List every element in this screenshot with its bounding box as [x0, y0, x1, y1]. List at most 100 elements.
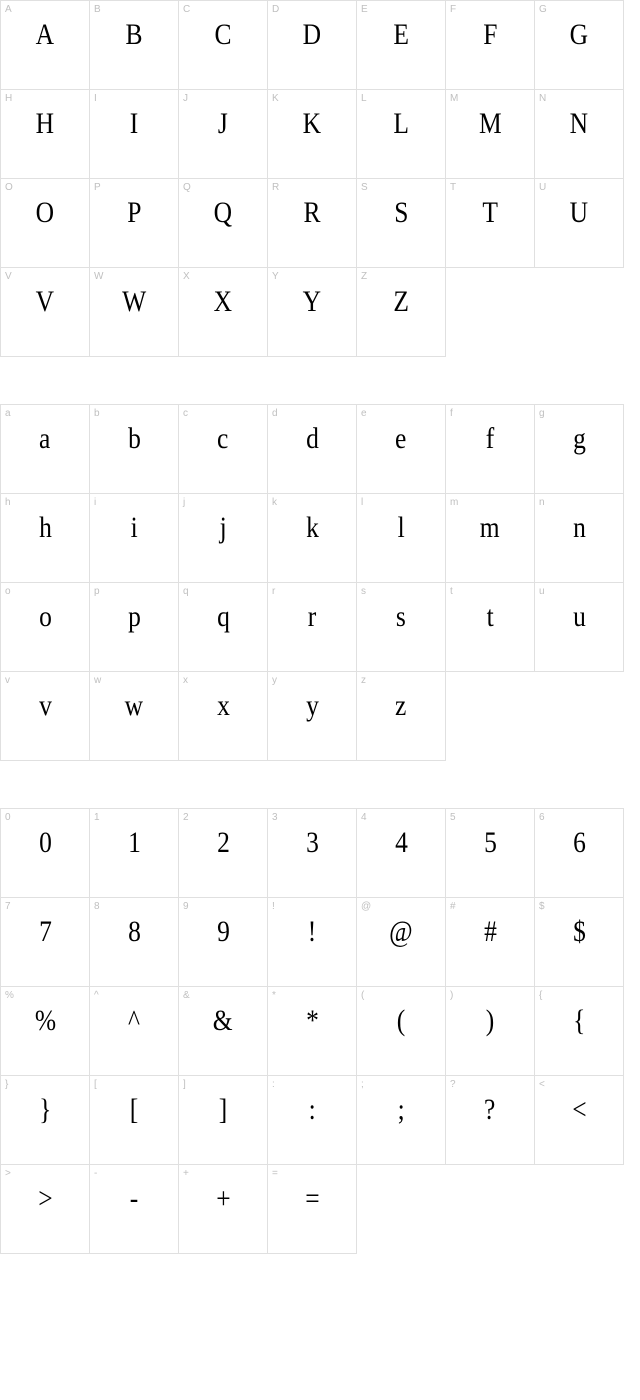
- glyph-cell-label: c: [183, 408, 188, 419]
- glyph-cell-label: ^: [94, 990, 99, 1001]
- glyph-cell: 11: [89, 808, 179, 898]
- glyph-cell: II: [89, 89, 179, 179]
- glyph-cell: ::: [267, 1075, 357, 1165]
- glyph-cell-label: >: [5, 1168, 11, 1179]
- glyph-cell-glyph: L: [393, 109, 409, 139]
- glyph-cell: rr: [267, 582, 357, 672]
- glyph-cell-label: ;: [361, 1079, 364, 1090]
- glyph-cell-glyph: W: [122, 287, 146, 317]
- glyph-cell: >>: [0, 1164, 90, 1254]
- glyph-cell-label: E: [361, 4, 368, 15]
- glyph-cell-label: n: [539, 497, 545, 508]
- glyph-cell-glyph: +: [216, 1184, 230, 1214]
- glyph-cell-label: =: [272, 1168, 278, 1179]
- glyph-cell: QQ: [178, 178, 268, 268]
- glyph-cell-glyph: M: [479, 109, 502, 139]
- glyph-cell-label: !: [272, 901, 275, 912]
- glyph-cell: EE: [356, 0, 446, 90]
- glyph-cell: )): [445, 986, 535, 1076]
- glyph-cell-glyph: !: [308, 917, 317, 947]
- glyph-cell-glyph: x: [217, 691, 230, 721]
- glyph-cell-label: ): [450, 990, 453, 1001]
- glyph-cell-glyph: J: [218, 109, 228, 139]
- glyph-cell-label: 8: [94, 901, 100, 912]
- glyph-cell: DD: [267, 0, 357, 90]
- glyph-cell-label: 5: [450, 812, 456, 823]
- glyph-cell-glyph: 7: [39, 917, 52, 947]
- glyph-cell-label: }: [5, 1079, 8, 1090]
- glyph-cell-label: e: [361, 408, 367, 419]
- glyph-cell-label: i: [94, 497, 96, 508]
- glyph-cell: ++: [178, 1164, 268, 1254]
- glyph-cell-label: d: [272, 408, 278, 419]
- character-map-container: AABBCCDDEEFFGGHHIIJJKKLLMMNNOOPPQQRRSSTT…: [0, 0, 640, 1253]
- glyph-cell: vv: [0, 671, 90, 761]
- glyph-cell: 88: [89, 897, 179, 987]
- glyph-cell-glyph: B: [125, 20, 142, 50]
- glyph-cell: gg: [534, 404, 624, 494]
- glyph-cell: uu: [534, 582, 624, 672]
- glyph-cell-glyph: ^: [128, 1006, 140, 1036]
- glyph-cell-label: 9: [183, 901, 189, 912]
- glyph-cell: SS: [356, 178, 446, 268]
- glyph-cell: mm: [445, 493, 535, 583]
- glyph-cell: MM: [445, 89, 535, 179]
- glyph-cell: 00: [0, 808, 90, 898]
- glyph-cell-glyph: b: [128, 424, 141, 454]
- glyph-cell-label: ?: [450, 1079, 456, 1090]
- glyph-section-uppercase: AABBCCDDEEFFGGHHIIJJKKLLMMNNOOPPQQRRSSTT…: [0, 0, 630, 356]
- glyph-cell: $$: [534, 897, 624, 987]
- glyph-cell-glyph: 4: [395, 828, 408, 858]
- glyph-cell-glyph: >: [38, 1184, 52, 1214]
- glyph-cell: 77: [0, 897, 90, 987]
- glyph-cell-label: G: [539, 4, 547, 15]
- glyph-cell: qq: [178, 582, 268, 672]
- glyph-cell-glyph: <: [572, 1095, 586, 1125]
- glyph-cell-glyph: Z: [393, 287, 409, 317]
- glyph-cell: %%: [0, 986, 90, 1076]
- glyph-cell: ff: [445, 404, 535, 494]
- glyph-cell: PP: [89, 178, 179, 268]
- glyph-cell: ??: [445, 1075, 535, 1165]
- glyph-cell-label: +: [183, 1168, 189, 1179]
- glyph-cell-glyph: w: [125, 691, 143, 721]
- glyph-cell: TT: [445, 178, 535, 268]
- glyph-cell: HH: [0, 89, 90, 179]
- glyph-cell-label: P: [94, 182, 101, 193]
- glyph-cell-glyph: 5: [484, 828, 497, 858]
- glyph-cell-label: B: [94, 4, 101, 15]
- glyph-cell-label: %: [5, 990, 14, 1001]
- glyph-cell-glyph: *: [306, 1006, 319, 1036]
- glyph-cell-glyph: (: [397, 1006, 406, 1036]
- glyph-cell: ZZ: [356, 267, 446, 357]
- glyph-cell-glyph: O: [36, 198, 54, 228]
- glyph-cell-label: S: [361, 182, 368, 193]
- glyph-cell-label: $: [539, 901, 545, 912]
- glyph-cell: GG: [534, 0, 624, 90]
- glyph-cell-glyph: H: [36, 109, 54, 139]
- glyph-cell-label: f: [450, 408, 453, 419]
- glyph-cell-label: {: [539, 990, 542, 1001]
- glyph-cell-glyph: 6: [573, 828, 586, 858]
- glyph-cell-label: u: [539, 586, 545, 597]
- glyph-cell: JJ: [178, 89, 268, 179]
- glyph-cell-glyph: 0: [39, 828, 52, 858]
- glyph-section-numbers-symbols: 00112233445566778899!!@@##$$%%^^&&**(())…: [0, 808, 630, 1253]
- glyph-cell-label: :: [272, 1079, 275, 1090]
- glyph-cell-glyph: K: [303, 109, 321, 139]
- glyph-cell-label: 0: [5, 812, 11, 823]
- glyph-cell: aa: [0, 404, 90, 494]
- glyph-cell-label: t: [450, 586, 453, 597]
- glyph-cell: ]]: [178, 1075, 268, 1165]
- glyph-cell-label: h: [5, 497, 11, 508]
- glyph-cell-glyph: -: [130, 1184, 139, 1214]
- glyph-cell-glyph: $: [573, 917, 586, 947]
- glyph-cell-glyph: %: [34, 1006, 55, 1036]
- glyph-cell-glyph: i: [130, 513, 137, 543]
- glyph-cell-glyph: Q: [214, 198, 232, 228]
- glyph-cell-glyph: F: [483, 20, 497, 50]
- glyph-cell-label: Z: [361, 271, 367, 282]
- glyph-cell-glyph: l: [397, 513, 404, 543]
- glyph-cell-label: q: [183, 586, 189, 597]
- glyph-cell-glyph: X: [214, 287, 232, 317]
